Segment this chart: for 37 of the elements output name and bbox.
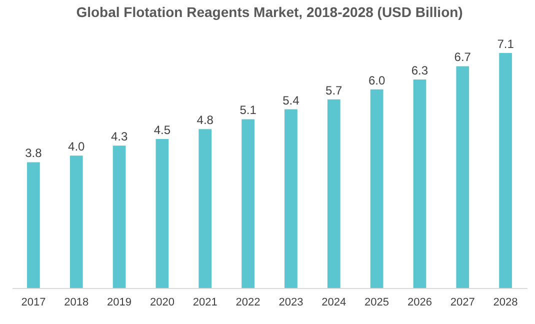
data-label: 6.7 <box>454 50 472 64</box>
bar <box>156 139 169 288</box>
x-tick-label: 2019 <box>107 296 132 308</box>
x-tick-label: 2025 <box>364 296 390 308</box>
x-tick-label: 2018 <box>64 296 89 308</box>
bar <box>198 129 212 288</box>
x-tick-label: 2026 <box>407 296 432 308</box>
bar <box>456 66 470 288</box>
data-label: 4.5 <box>154 123 171 138</box>
bar <box>242 119 254 288</box>
x-tick-label: 2022 <box>236 296 260 308</box>
x-tick-label: 2017 <box>21 296 46 308</box>
data-label: 5.7 <box>326 83 343 98</box>
x-tick-label: 2023 <box>278 296 304 308</box>
bar <box>370 89 384 288</box>
data-label: 7.1 <box>497 37 514 51</box>
data-label: 4.0 <box>68 140 86 154</box>
bar <box>327 99 340 288</box>
data-label: 6.0 <box>368 73 386 88</box>
x-tick-label: 2024 <box>322 296 346 308</box>
bar <box>499 53 512 288</box>
data-label: 5.4 <box>282 93 300 108</box>
data-label: 5.1 <box>240 103 257 118</box>
x-tick-label: 2028 <box>493 296 518 308</box>
bar <box>413 79 426 288</box>
x-tick-label: 2020 <box>150 296 174 308</box>
data-label: 4.8 <box>196 113 214 128</box>
data-label: 4.3 <box>110 130 128 144</box>
bar <box>70 156 83 288</box>
x-tick-label: 2021 <box>192 296 218 308</box>
data-label: 6.3 <box>411 63 428 78</box>
x-tick-label: 2027 <box>450 296 475 308</box>
bar <box>27 162 40 288</box>
bar <box>284 109 298 288</box>
chart-title: Global Flotation Reagents Market, 2018-2028 (USD Billion) <box>76 4 463 20</box>
data-label: 3.8 <box>25 146 42 160</box>
bar <box>112 146 126 288</box>
